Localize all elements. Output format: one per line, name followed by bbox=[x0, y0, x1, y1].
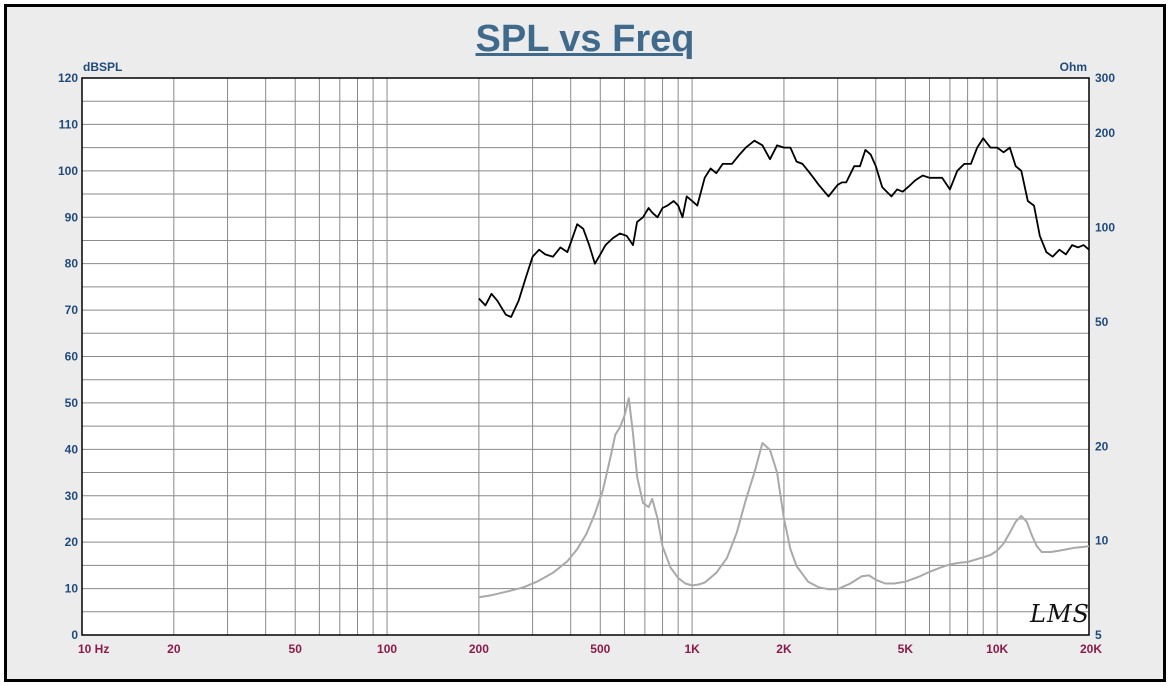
right-tick-label: 100 bbox=[1095, 220, 1115, 234]
left-tick-label: 60 bbox=[65, 350, 79, 364]
x-tick-label: 10K bbox=[986, 642, 1008, 656]
left-tick-label: 70 bbox=[65, 303, 79, 317]
x-tick-label: 20K bbox=[1080, 642, 1102, 656]
left-tick-label: 110 bbox=[59, 117, 79, 131]
left-axis-label: dBSPL bbox=[83, 60, 122, 74]
chart-title: SPL vs Freq bbox=[475, 18, 695, 60]
x-tick-label: 5K bbox=[898, 642, 914, 656]
x-tick-label: 500 bbox=[590, 642, 610, 656]
right-tick-label: 10 bbox=[1095, 534, 1109, 548]
left-tick-label: 50 bbox=[65, 396, 79, 410]
x-tick-label: 2K bbox=[776, 642, 792, 656]
left-tick-label: 20 bbox=[65, 535, 79, 549]
left-tick-label: 120 bbox=[58, 71, 78, 85]
right-axis-label: Ohm bbox=[1060, 60, 1087, 74]
left-tick-label: 40 bbox=[65, 442, 79, 456]
lms-watermark: LMS bbox=[1030, 600, 1090, 628]
x-tick-label: 20 bbox=[167, 642, 181, 656]
left-tick-label: 0 bbox=[71, 628, 78, 642]
spl-line bbox=[478, 137, 1090, 318]
left-tick-label: 100 bbox=[58, 164, 78, 178]
right-tick-label: 200 bbox=[1095, 126, 1115, 140]
plot-border bbox=[81, 77, 1090, 636]
left-tick-label: 80 bbox=[65, 257, 79, 271]
left-tick-label: 30 bbox=[65, 489, 79, 503]
x-tick-label: 1K bbox=[684, 642, 700, 656]
impedance-line bbox=[478, 397, 1090, 599]
x-tick-label: 200 bbox=[469, 642, 489, 656]
x-tick-label: 10 Hz bbox=[78, 642, 109, 656]
right-tick-label: 20 bbox=[1095, 439, 1109, 453]
right-tick-label: 50 bbox=[1095, 315, 1109, 329]
right-tick-label: 300 bbox=[1095, 71, 1115, 85]
right-tick-label: 5 bbox=[1095, 628, 1102, 642]
left-tick-label: 90 bbox=[65, 210, 79, 224]
x-tick-label: 100 bbox=[377, 642, 397, 656]
left-tick-label: 10 bbox=[65, 582, 79, 596]
x-tick-label: 50 bbox=[289, 642, 303, 656]
